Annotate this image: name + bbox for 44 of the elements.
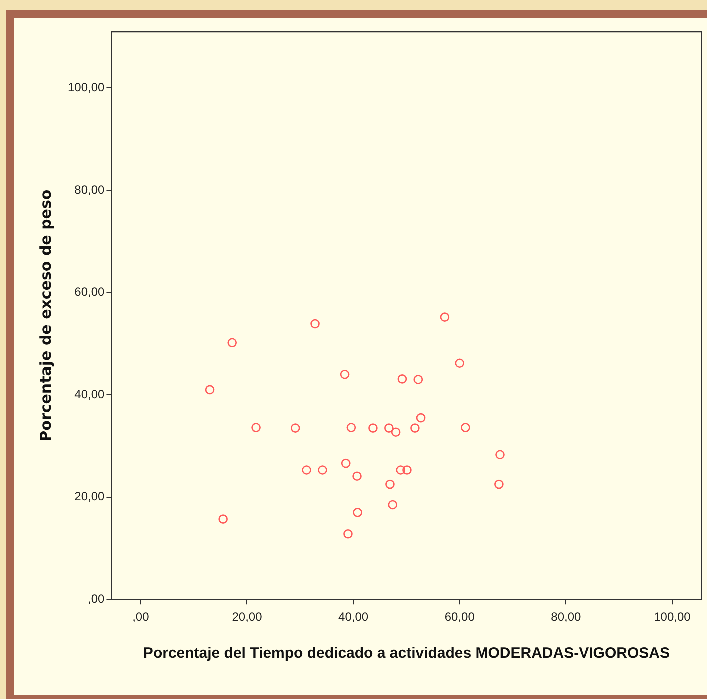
point	[252, 423, 261, 432]
x-tick-label: ,00	[132, 610, 150, 624]
point	[302, 466, 312, 475]
y-tick-label: 20,00	[74, 490, 106, 504]
x-tick-label: 80,00	[551, 610, 582, 624]
point	[461, 423, 470, 432]
point	[396, 466, 406, 475]
point	[410, 424, 420, 433]
point	[341, 458, 351, 468]
point	[391, 428, 401, 438]
x-tick-label: 100,00	[654, 610, 692, 624]
y-tick-label: ,00	[88, 592, 106, 606]
point	[398, 374, 408, 384]
point	[352, 472, 362, 482]
point	[310, 319, 320, 329]
point	[218, 514, 228, 524]
x-axis-title: Porcentaje del Tiempo dedicado a actividades MODERADAS-VIGOROSAS	[143, 645, 670, 662]
point	[414, 375, 424, 384]
point	[416, 413, 426, 423]
point	[228, 338, 238, 348]
point	[402, 466, 412, 475]
point	[386, 480, 395, 490]
point	[494, 480, 504, 490]
x-tick-label: 40,00	[338, 610, 369, 624]
point	[205, 385, 215, 395]
point	[353, 508, 362, 518]
y-tick-label: 100,00	[68, 80, 106, 95]
point	[346, 423, 356, 432]
y-axis-title: Porcentaje de exceso de peso	[36, 190, 55, 442]
point	[384, 424, 394, 433]
point	[368, 424, 378, 433]
point	[290, 424, 300, 433]
y-tick-label: 60,00	[74, 285, 106, 300]
point	[318, 466, 328, 475]
point	[388, 500, 398, 510]
x-tick-label: 60,00	[444, 610, 476, 624]
y-tick-label: 40,00	[74, 387, 106, 402]
x-tick-label: 20,00	[232, 610, 263, 624]
point	[455, 358, 465, 368]
point	[340, 370, 350, 380]
point	[496, 450, 505, 460]
y-tick-label: 80,00	[74, 182, 106, 197]
point	[440, 312, 450, 322]
point	[344, 529, 353, 539]
